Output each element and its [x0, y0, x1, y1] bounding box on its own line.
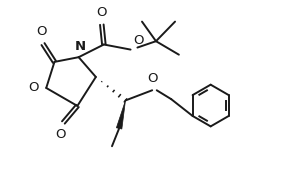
Text: O: O	[36, 25, 47, 38]
Text: O: O	[133, 33, 144, 46]
Text: O: O	[147, 72, 158, 85]
Text: O: O	[56, 128, 66, 141]
Text: O: O	[29, 82, 39, 95]
Text: N: N	[74, 40, 85, 53]
Polygon shape	[116, 100, 126, 129]
Text: O: O	[97, 6, 107, 19]
